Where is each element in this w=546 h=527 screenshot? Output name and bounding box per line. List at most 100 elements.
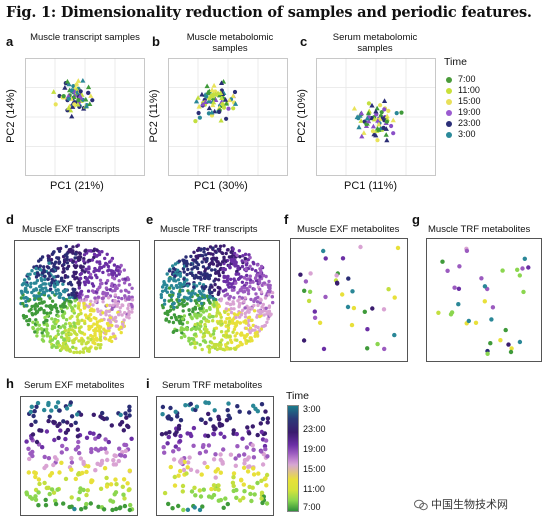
data-point [117, 279, 121, 283]
data-point [199, 320, 204, 324]
data-point [172, 483, 178, 488]
data-point [508, 349, 514, 355]
data-point [452, 285, 457, 290]
data-point [56, 340, 60, 344]
colorbar-tick-label: 3:00 [303, 404, 321, 414]
data-point [65, 252, 69, 256]
data-point [391, 131, 396, 136]
data-point [169, 298, 174, 302]
data-point [262, 313, 266, 317]
data-point [436, 310, 441, 315]
data-point [73, 420, 78, 425]
data-point [167, 430, 172, 435]
data-point [206, 298, 211, 302]
data-point [163, 431, 169, 436]
data-point [226, 312, 230, 316]
data-point [267, 285, 271, 290]
data-point [235, 331, 239, 335]
data-point [176, 278, 181, 282]
data-point [172, 474, 177, 480]
data-point [211, 315, 215, 319]
data-point [116, 458, 122, 464]
data-point [168, 405, 173, 411]
data-point [80, 342, 84, 346]
data-point [123, 411, 128, 416]
data-point [34, 275, 39, 279]
data-point [244, 341, 248, 345]
data-point [105, 279, 110, 283]
data-point [197, 507, 203, 513]
data-point [88, 93, 94, 98]
data-point [91, 431, 96, 436]
data-point [68, 250, 72, 254]
data-point [334, 273, 339, 278]
data-point [243, 336, 247, 340]
data-point [264, 306, 268, 310]
data-point [206, 330, 211, 335]
data-point [61, 419, 66, 424]
data-point [236, 299, 240, 303]
data-point [195, 469, 200, 474]
data-point [195, 261, 199, 265]
data-point [92, 309, 96, 313]
data-point [241, 482, 246, 487]
data-point [210, 93, 216, 99]
plot-frame [154, 240, 280, 358]
data-point [259, 429, 264, 435]
data-point [239, 332, 244, 336]
data-point [68, 332, 73, 336]
data-point [222, 274, 226, 278]
data-point [229, 310, 234, 315]
data-point [225, 408, 230, 413]
data-point [184, 296, 189, 300]
data-point [163, 288, 168, 293]
data-point [321, 248, 326, 254]
watermark-text: 中国生物技术网 [431, 499, 508, 511]
data-point [105, 303, 109, 307]
data-point [457, 264, 462, 269]
data-point [61, 324, 65, 328]
data-point [73, 287, 77, 292]
data-point [218, 80, 225, 86]
data-point [169, 284, 174, 288]
data-point [307, 289, 313, 294]
data-point [250, 307, 254, 311]
data-point [251, 466, 256, 471]
data-point [358, 110, 365, 116]
data-point [120, 484, 126, 489]
data-point [182, 270, 186, 274]
data-point [118, 422, 123, 427]
data-point [241, 465, 247, 470]
data-point [71, 274, 75, 278]
data-point [75, 434, 81, 439]
data-point [219, 330, 224, 334]
data-point [482, 284, 488, 289]
data-point [106, 296, 111, 300]
data-point [182, 314, 187, 318]
colorbar-tick-label: 11:00 [303, 484, 325, 494]
panel-letter-b: b [152, 34, 160, 49]
data-point [30, 269, 34, 273]
plot-frame [316, 58, 436, 176]
data-point [63, 290, 67, 294]
data-point [212, 303, 216, 307]
data-point [123, 294, 127, 298]
data-point [84, 435, 90, 440]
data-point [517, 273, 522, 278]
data-point [243, 256, 247, 261]
data-point [119, 453, 124, 458]
data-point [248, 285, 252, 289]
data-point [349, 322, 355, 328]
data-point [97, 260, 102, 264]
data-point [118, 505, 123, 510]
data-point [61, 341, 66, 346]
data-point [116, 296, 121, 300]
data-point [64, 332, 68, 337]
panel-c-title: Serum metabolomic samples [332, 32, 418, 54]
data-point [456, 302, 461, 307]
data-point [49, 487, 55, 492]
data-point [198, 494, 204, 499]
data-point [65, 420, 70, 425]
data-point [63, 476, 69, 482]
data-point [211, 483, 217, 488]
